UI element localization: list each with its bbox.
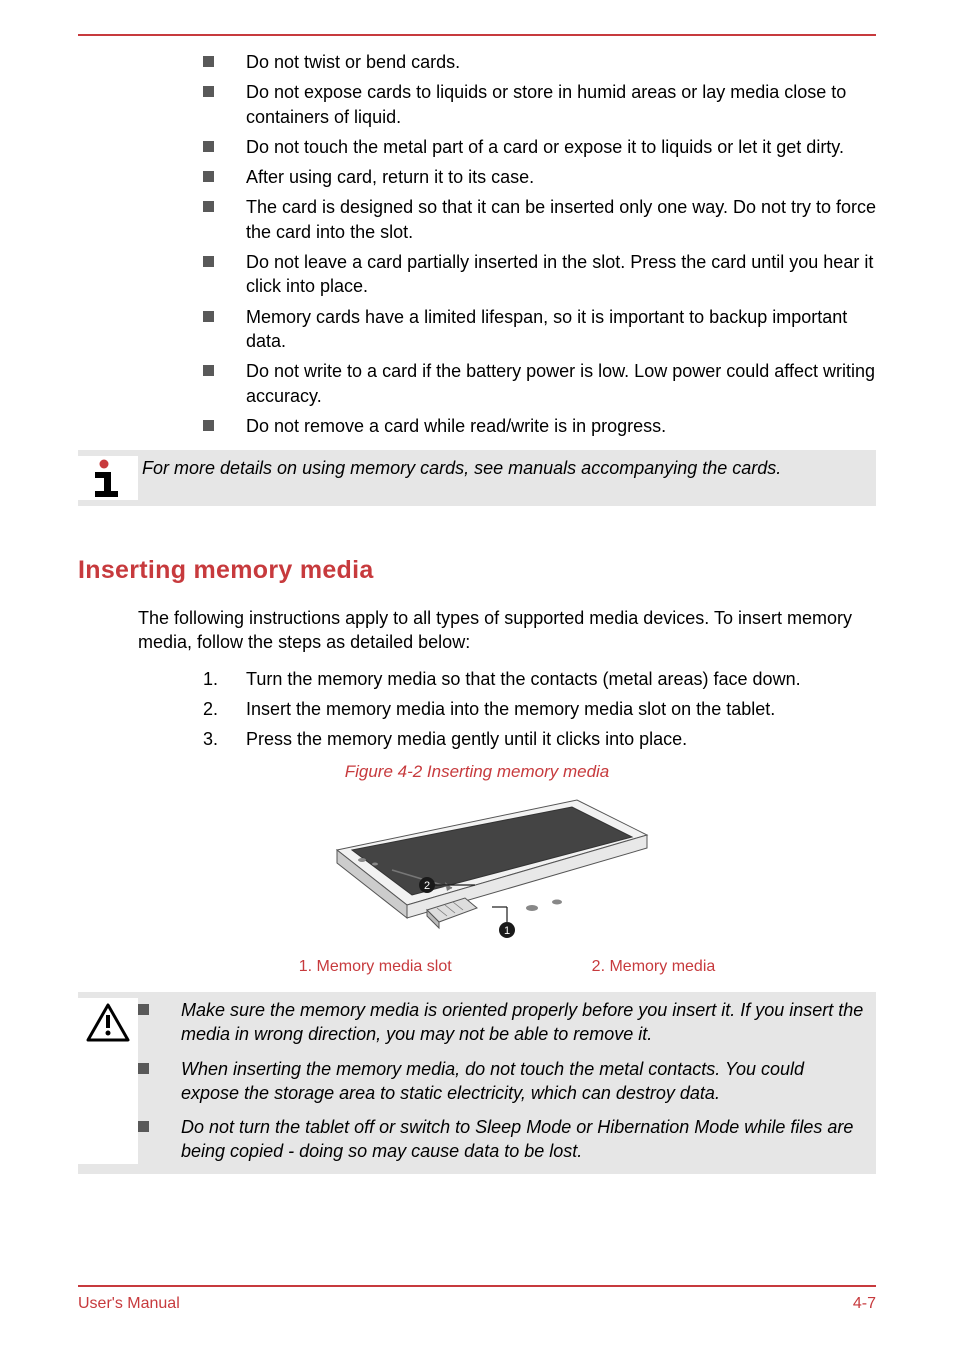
section-intro: The following instructions apply to all … [138, 606, 876, 655]
bullet-icon [203, 420, 214, 431]
figure-illustration: 2 1 [78, 790, 876, 950]
bullet-text: Do not twist or bend cards. [246, 50, 876, 74]
info-icon-wrap [78, 456, 138, 500]
step-text: Press the memory media gently until it c… [246, 727, 876, 751]
legend-item-2: 2. Memory media [592, 956, 716, 978]
bullet-icon [203, 311, 214, 322]
list-item: 3.Press the memory media gently until it… [203, 727, 876, 751]
bullet-text: After using card, return it to its case. [246, 165, 876, 189]
tablet-diagram: 2 1 [297, 790, 657, 950]
list-item: 1.Turn the memory media so that the cont… [203, 667, 876, 691]
list-item: Do not touch the metal part of a card or… [203, 135, 876, 159]
bullet-text: Memory cards have a limited lifespan, so… [246, 305, 876, 354]
list-item: Make sure the memory media is oriented p… [138, 998, 866, 1047]
warning-text: Do not turn the tablet off or switch to … [181, 1115, 866, 1164]
bullet-icon [203, 141, 214, 152]
footer-row: User's Manual 4-7 [78, 1293, 876, 1315]
page-footer: User's Manual 4-7 [78, 1285, 876, 1315]
bullet-icon [203, 365, 214, 376]
section-heading: Inserting memory media [78, 554, 876, 588]
list-item: When inserting the memory media, do not … [138, 1057, 866, 1106]
callout-2-label: 2 [424, 880, 430, 892]
callout-1-label: 1 [504, 925, 510, 937]
list-item: Memory cards have a limited lifespan, so… [203, 305, 876, 354]
figure-caption: Figure 4-2 Inserting memory media [78, 761, 876, 784]
list-item: After using card, return it to its case. [203, 165, 876, 189]
figure-legend: 1. Memory media slot 2. Memory media [138, 956, 876, 978]
warning-icon [85, 1002, 131, 1044]
bullet-text: Do not expose cards to liquids or store … [246, 80, 876, 129]
bullet-icon [203, 256, 214, 267]
step-number: 3. [203, 727, 246, 751]
precaution-list: Do not twist or bend cards. Do not expos… [203, 50, 876, 438]
list-item: Do not remove a card while read/write is… [203, 414, 876, 438]
warning-list: Make sure the memory media is oriented p… [138, 998, 866, 1164]
list-item: Do not expose cards to liquids or store … [203, 80, 876, 129]
footer-right: 4-7 [853, 1293, 876, 1315]
step-number: 1. [203, 667, 246, 691]
bullet-icon [138, 1004, 149, 1015]
bullet-text: Do not leave a card partially inserted i… [246, 250, 876, 299]
info-note-box: For more details on using memory cards, … [78, 450, 876, 506]
bullet-icon [203, 86, 214, 97]
info-icon [87, 458, 129, 500]
bullet-text: The card is designed so that it can be i… [246, 195, 876, 244]
page-content: Do not twist or bend cards. Do not expos… [78, 50, 876, 1265]
bullet-icon [203, 171, 214, 182]
info-note-text: For more details on using memory cards, … [138, 456, 866, 480]
top-rule [78, 34, 876, 36]
list-item: Do not turn the tablet off or switch to … [138, 1115, 866, 1164]
step-text: Insert the memory media into the memory … [246, 697, 876, 721]
step-text: Turn the memory media so that the contac… [246, 667, 876, 691]
list-item: Do not write to a card if the battery po… [203, 359, 876, 408]
step-number: 2. [203, 697, 246, 721]
bullet-icon [138, 1063, 149, 1074]
bullet-text: Do not write to a card if the battery po… [246, 359, 876, 408]
bullet-icon [138, 1121, 149, 1132]
list-item: Do not leave a card partially inserted i… [203, 250, 876, 299]
legend-item-1: 1. Memory media slot [299, 956, 452, 978]
list-item: 2.Insert the memory media into the memor… [203, 697, 876, 721]
list-item: Do not twist or bend cards. [203, 50, 876, 74]
list-item: The card is designed so that it can be i… [203, 195, 876, 244]
footer-rule [78, 1285, 876, 1287]
footer-left: User's Manual [78, 1293, 180, 1315]
warning-icon-wrap [78, 998, 138, 1164]
steps-list: 1.Turn the memory media so that the cont… [203, 667, 876, 752]
bullet-icon [203, 201, 214, 212]
warning-box: Make sure the memory media is oriented p… [78, 992, 876, 1174]
warning-text: When inserting the memory media, do not … [181, 1057, 866, 1106]
bullet-icon [203, 56, 214, 67]
warning-text: Make sure the memory media is oriented p… [181, 998, 866, 1047]
bullet-text: Do not remove a card while read/write is… [246, 414, 876, 438]
bullet-text: Do not touch the metal part of a card or… [246, 135, 876, 159]
